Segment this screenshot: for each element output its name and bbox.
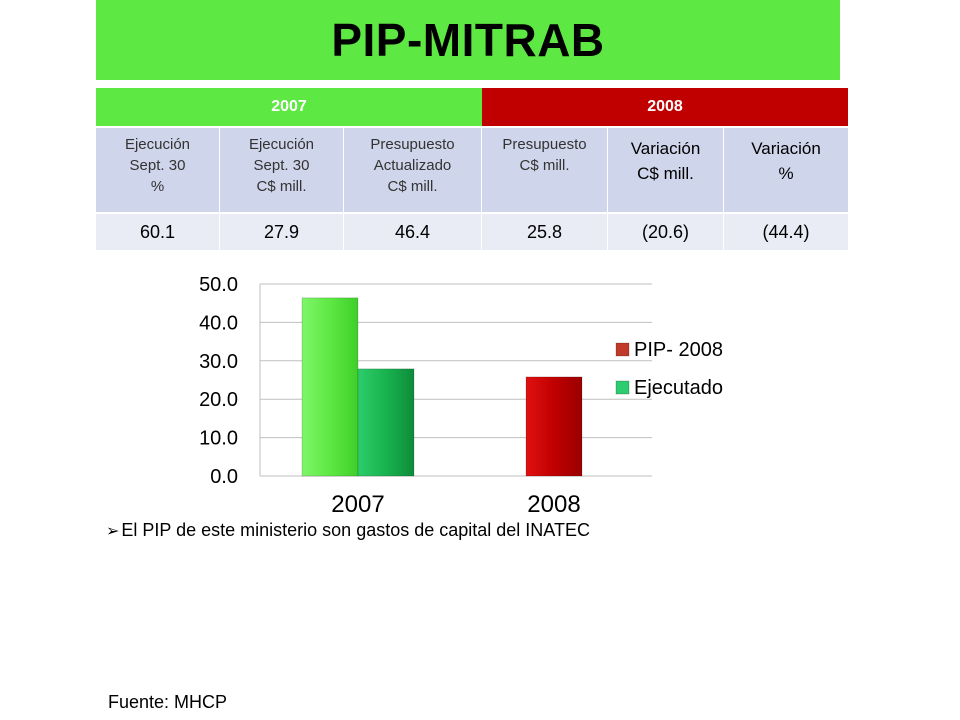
y-tick-label: 0.0 <box>210 466 238 488</box>
y-tick-label: 30.0 <box>199 351 238 373</box>
title-band: PIP-MITRAB <box>96 0 840 80</box>
col-header-variacion-mill: Variación C$ mill. <box>608 128 724 212</box>
source-note: Fuente: MHCP <box>108 692 228 712</box>
x-tick-label-2007: 2007 <box>331 491 384 518</box>
year-header-2008: 2008 <box>482 88 848 126</box>
y-tick-label: 20.0 <box>199 389 238 411</box>
page-title: PIP-MITRAB <box>331 14 605 66</box>
legend-swatch-0 <box>615 342 630 357</box>
y-tick-label: 10.0 <box>199 428 238 450</box>
bar-chart: 0.0 10.0 20.0 30.0 40.0 50.0 2007 2008 PIP- 2008… <box>199 274 723 518</box>
year-header-2007: 2007 <box>96 88 482 126</box>
values-row: 60.1 27.9 46.4 25.8 (20.6) (44.4) <box>96 214 848 250</box>
y-tick-label: 40.0 <box>199 312 238 334</box>
bullet-note: ➢ El PIP de este ministerio son gastos d… <box>106 520 590 541</box>
legend-label-0: PIP- 2008 <box>634 339 723 361</box>
value-ejecucion-mill: 27.9 <box>220 214 344 250</box>
bar-ejecutado-2007 <box>357 368 415 477</box>
value-variacion-pct: (44.4) <box>762 221 810 242</box>
col-header-presupuesto: Presupuesto C$ mill. <box>482 128 608 212</box>
x-tick-label-2008: 2008 <box>527 491 580 518</box>
col-header-ejecucion-pct: Ejecución Sept. 30 % <box>96 128 220 212</box>
value-ejecucion-pct: 60.1 <box>96 214 220 250</box>
value-presupuesto: 25.8 <box>482 214 608 250</box>
col-header-variacion-pct: Variación % <box>751 139 821 183</box>
value-variacion-mill: (20.6) <box>608 214 724 250</box>
bar-pip-2008-2008 <box>525 376 583 477</box>
col-header-ejecucion-mill: Ejecución Sept. 30 C$ mill. <box>220 128 344 212</box>
bullet-text: El PIP de este ministerio son gastos de … <box>121 520 590 540</box>
y-tick-label: 50.0 <box>199 274 238 296</box>
value-presupuesto-actualizado: 46.4 <box>344 214 482 250</box>
bar-pip-2008-2007 <box>301 297 359 477</box>
legend-swatch-1 <box>615 380 630 395</box>
arrow-bullet-icon: ➢ <box>106 522 120 540</box>
legend-label-1: Ejecutado <box>634 377 723 399</box>
col-header-presupuesto-actualizado: Presupuesto Actualizado C$ mill. <box>344 128 482 212</box>
year-header-row: 2007 2008 <box>96 88 848 126</box>
column-header-row: Ejecución Sept. 30 % Ejecución Sept. 30 … <box>96 128 848 212</box>
